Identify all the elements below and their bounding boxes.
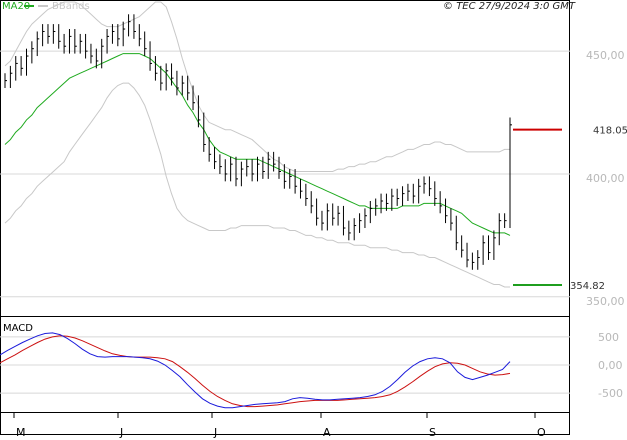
macd-line: [0, 332, 511, 409]
bollinger-bands: [4, 1, 510, 288]
macd-signal-line: [0, 335, 511, 408]
bbands-lower-line: [4, 82, 510, 288]
price-bars: [4, 14, 512, 270]
copyright-text: © TEC 27/9/2024 3:0 GMT: [443, 1, 576, 12]
price-levels: 418.05 354.82: [513, 126, 627, 292]
price-gridlines: [0, 50, 570, 298]
legend-bbands-swatch: [38, 5, 48, 7]
month-label: S: [429, 426, 436, 439]
macd-panel-label: MACD: [3, 323, 33, 334]
macd-gridlines: [0, 336, 570, 394]
macd-tick-label: 500: [598, 331, 619, 344]
chart-frame: [0, 0, 570, 435]
month-label: J: [213, 426, 217, 439]
resistance-label: 418.05: [593, 126, 627, 137]
price-tick-label: 450,00: [586, 49, 625, 62]
macd-lines: [0, 332, 511, 409]
macd-tick-label: 0,00: [598, 359, 623, 372]
price-axis-labels: 350,00 400,00 450,00: [586, 49, 625, 308]
month-label: M: [16, 426, 26, 439]
legend-bbands-label: BBands: [52, 1, 90, 12]
price-tick-label: 400,00: [586, 172, 625, 185]
macd-axis-labels: 500 0,00 -500: [598, 331, 623, 400]
bbands-upper-line: [4, 1, 510, 172]
price-tick-label: 350,00: [586, 295, 625, 308]
month-label: O: [537, 426, 546, 439]
legend-ma-label: MA20: [2, 1, 30, 12]
month-label: A: [323, 426, 331, 439]
month-label: J: [119, 426, 123, 439]
support-label: 354.82: [570, 281, 605, 292]
macd-tick-label: -500: [598, 387, 623, 400]
legend-ma-swatch: [24, 5, 34, 7]
